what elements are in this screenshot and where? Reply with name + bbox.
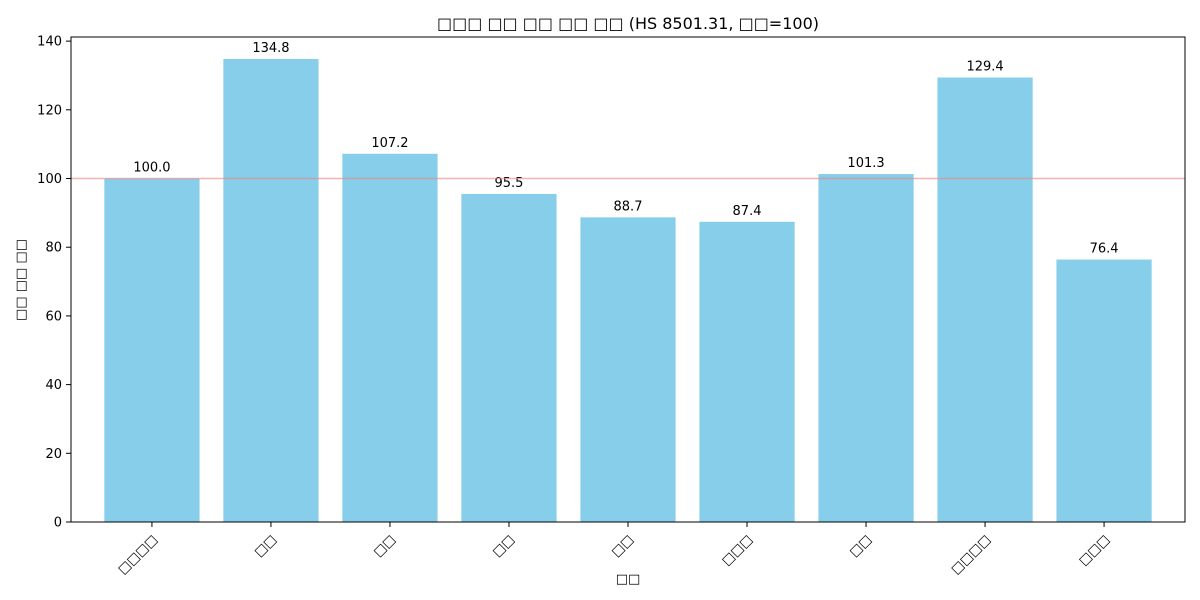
y-tick-label: 100 [37, 172, 62, 187]
data-label: 129.4 [966, 60, 1003, 75]
x-axis-label: □□ [616, 572, 641, 587]
y-tick-label: 60 [45, 309, 62, 324]
bar [937, 77, 1033, 522]
data-label: 107.2 [371, 136, 408, 151]
y-tick-label: 80 [45, 241, 62, 256]
y-tick-label: 20 [45, 447, 62, 462]
bar [104, 178, 200, 523]
y-tick-label: 40 [45, 378, 62, 393]
chart-title: □□□ □□ □□ □□ □□ (HS 8501.31, □□=100) [437, 14, 819, 33]
y-axis-label: □□ □□ □□ [14, 239, 29, 321]
plot-area: 100.0 134.8 107.2 95.5 88.7 87.4 101.3 129.4 76.… [37, 35, 1186, 578]
y-tick-label: 140 [37, 35, 62, 50]
data-label: 100.0 [133, 161, 170, 176]
bar [818, 174, 914, 522]
data-label: 134.8 [252, 41, 289, 56]
data-label: 88.7 [614, 199, 643, 214]
bar [1056, 259, 1152, 522]
y-tick-label: 120 [37, 103, 62, 118]
y-tick-label: 0 [54, 516, 62, 531]
bar [342, 153, 438, 522]
data-label: 76.4 [1090, 242, 1119, 257]
data-label: 87.4 [733, 204, 762, 219]
data-label: 101.3 [847, 156, 884, 171]
data-label: 95.5 [495, 176, 524, 191]
bar [223, 58, 319, 522]
bar [461, 193, 557, 522]
bar [580, 217, 676, 522]
bar [699, 221, 795, 522]
